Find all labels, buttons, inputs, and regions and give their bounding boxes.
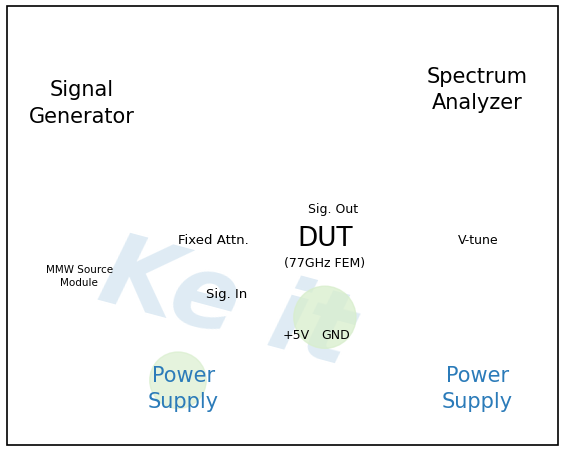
Text: Fixed Attn.: Fixed Attn. — [178, 234, 249, 247]
Text: Sig. Out: Sig. Out — [308, 203, 358, 216]
Text: MMW Source
Module: MMW Source Module — [46, 265, 112, 288]
Text: V-tune: V-tune — [458, 234, 498, 247]
Text: DUT: DUT — [297, 225, 353, 252]
Text: Sig. In: Sig. In — [206, 288, 247, 301]
Text: +5V: +5V — [282, 329, 310, 342]
Ellipse shape — [294, 286, 356, 348]
Text: Spectrum
Analyzer: Spectrum Analyzer — [427, 67, 528, 113]
Text: Signal
Generator: Signal Generator — [29, 80, 135, 127]
Text: Power
Supply: Power Supply — [148, 366, 219, 413]
Text: GND: GND — [321, 329, 350, 342]
Text: Ke it: Ke it — [89, 226, 363, 386]
Ellipse shape — [150, 352, 206, 409]
Text: (77GHz FEM): (77GHz FEM) — [284, 257, 366, 270]
Text: Power
Supply: Power Supply — [442, 366, 513, 413]
